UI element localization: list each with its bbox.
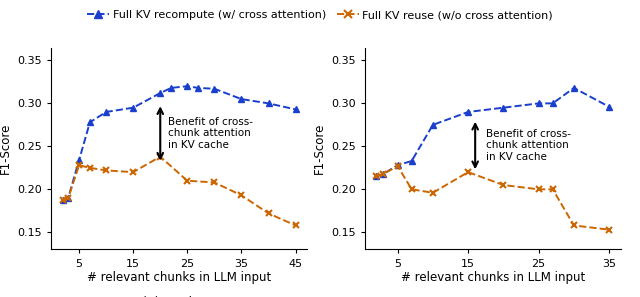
X-axis label: # relevant chunks in LLM input: # relevant chunks in LLM input — [401, 271, 585, 284]
Text: Benefit of cross-
chunk attention
in KV cache: Benefit of cross- chunk attention in KV … — [486, 129, 571, 162]
X-axis label: # relevant chunks in LLM input: # relevant chunks in LLM input — [87, 271, 271, 284]
Y-axis label: F1-Score: F1-Score — [0, 123, 12, 174]
Title: (a) Musique: (a) Musique — [142, 296, 216, 297]
Title: (b) 2WikiMQA: (b) 2WikiMQA — [451, 296, 535, 297]
Text: Benefit of cross-
chunk attention
in KV cache: Benefit of cross- chunk attention in KV … — [168, 117, 253, 150]
Y-axis label: F1-Score: F1-Score — [312, 123, 326, 174]
Legend: Full KV recompute (w/ cross attention), Full KV reuse (w/o cross attention): Full KV recompute (w/ cross attention), … — [83, 6, 557, 24]
